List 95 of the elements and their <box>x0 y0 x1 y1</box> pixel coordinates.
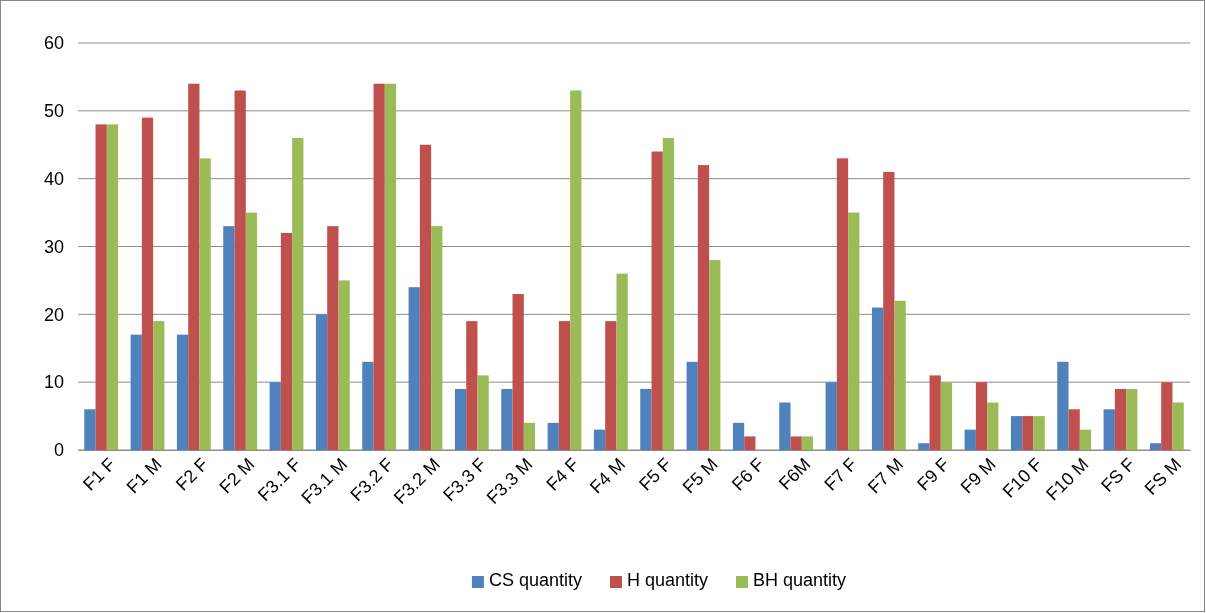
bar <box>223 226 235 450</box>
bar <box>709 260 721 450</box>
x-tick-label: F2 F <box>171 454 213 495</box>
bar <box>199 158 211 450</box>
bar <box>1022 416 1034 450</box>
bar <box>1079 429 1092 450</box>
bar <box>744 436 756 450</box>
x-tick-label: F4 F <box>542 454 583 495</box>
bar <box>245 212 258 450</box>
x-tick-label: FS M <box>1140 454 1186 499</box>
bar <box>153 321 165 450</box>
bar <box>1126 388 1138 450</box>
bar <box>697 165 710 450</box>
bar <box>1114 388 1127 450</box>
bar <box>940 382 953 450</box>
bar <box>1161 382 1173 450</box>
bar <box>1033 416 1045 450</box>
bar <box>280 232 293 450</box>
legend-label: CS quantity <box>488 570 582 590</box>
bar <box>1068 409 1080 450</box>
y-tick-label: 20 <box>43 304 64 325</box>
bar <box>558 321 571 450</box>
x-tick-label: F9 F <box>913 454 954 495</box>
bar <box>918 443 930 450</box>
bar <box>477 375 489 450</box>
x-tick-label: F7 M <box>863 454 908 498</box>
bar <box>894 300 906 450</box>
bar <box>234 90 246 450</box>
x-tick-label: F9 M <box>956 454 1000 498</box>
x-tick-label: F1 M <box>122 454 166 498</box>
bar <box>523 422 536 450</box>
bar <box>512 293 524 450</box>
bar <box>732 422 745 450</box>
bar <box>95 124 107 450</box>
bar <box>987 402 999 450</box>
bar <box>141 117 154 450</box>
bar <box>929 375 941 450</box>
bar <box>883 171 895 450</box>
bar <box>315 314 328 450</box>
bar <box>106 124 119 450</box>
legend-label: H quantity <box>626 570 709 590</box>
bar <box>651 151 663 450</box>
bar <box>130 334 142 450</box>
y-tick-label: 10 <box>43 372 64 393</box>
bar <box>338 280 350 450</box>
bar <box>836 158 849 450</box>
bar <box>431 226 443 450</box>
x-tick-label: F6 F <box>727 454 769 495</box>
bar <box>188 83 200 450</box>
bar <box>790 436 802 450</box>
bar <box>1149 443 1162 450</box>
bar <box>570 90 582 450</box>
bar <box>362 361 374 450</box>
bar <box>84 409 96 450</box>
bar <box>964 429 976 450</box>
bar <box>640 388 652 450</box>
bar <box>825 382 837 450</box>
bar <box>1103 409 1115 450</box>
x-tick-label: F5 F <box>635 454 676 495</box>
bar <box>662 137 675 450</box>
bar <box>1172 402 1184 450</box>
bar <box>327 226 339 450</box>
bar <box>292 137 304 450</box>
x-tick-label: F7 F <box>820 454 861 495</box>
bar <box>373 83 385 450</box>
bar <box>176 334 189 450</box>
bar <box>616 273 628 450</box>
bar <box>686 361 698 450</box>
x-tick-label: F4 M <box>585 454 630 498</box>
bar <box>408 287 420 450</box>
bar <box>384 83 397 450</box>
bar <box>454 388 467 450</box>
bar <box>848 212 860 450</box>
bar <box>466 321 478 450</box>
bar <box>593 429 606 450</box>
bar <box>1010 416 1023 450</box>
bar <box>419 144 432 450</box>
bar <box>605 321 617 450</box>
y-tick-label: 0 <box>53 440 64 461</box>
x-tick-label: FS F <box>1097 454 1139 496</box>
bar <box>779 402 791 450</box>
bar <box>501 388 513 450</box>
bar <box>801 436 814 450</box>
bar <box>1057 361 1069 450</box>
bar <box>547 422 559 450</box>
bar <box>269 382 281 450</box>
y-tick-label: 60 <box>43 33 64 54</box>
y-tick-label: 30 <box>43 236 64 257</box>
bar <box>975 382 988 450</box>
x-tick-label: F1 F <box>79 454 120 495</box>
bar <box>871 307 884 450</box>
y-tick-label: 50 <box>43 101 64 122</box>
x-tick-label: F5 M <box>678 454 722 498</box>
y-tick-label: 40 <box>43 168 64 189</box>
legend-label: BH quantity <box>753 570 847 590</box>
